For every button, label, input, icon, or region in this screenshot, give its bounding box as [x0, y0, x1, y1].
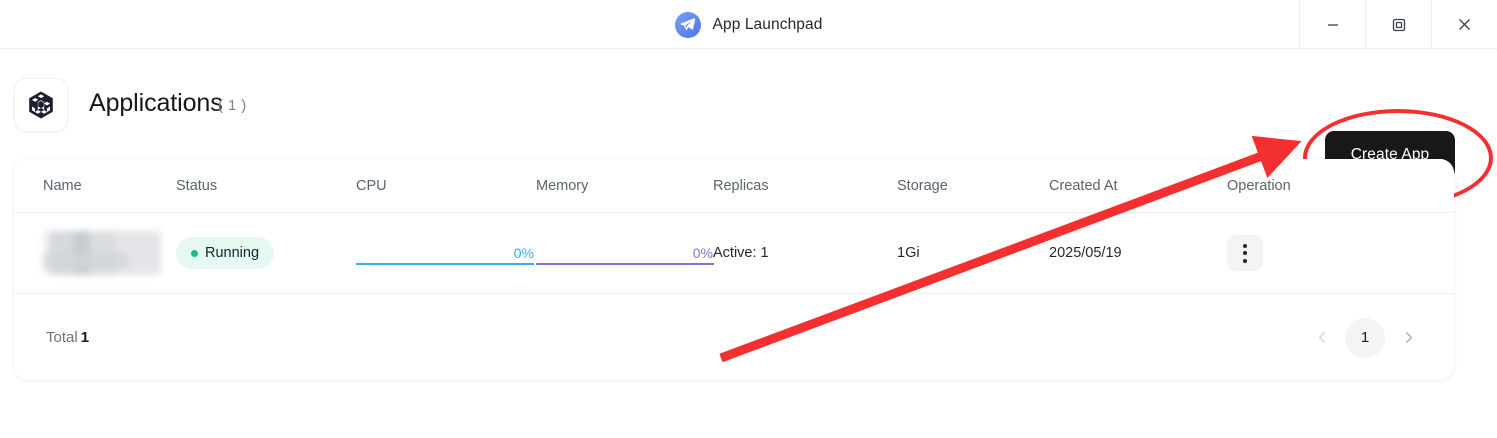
chevron-left-icon[interactable]	[1305, 321, 1339, 355]
cell-replicas: Active: 1	[713, 245, 769, 261]
chevron-right-icon[interactable]	[1391, 321, 1425, 355]
column-header-name: Name	[43, 177, 82, 194]
kebab-dot-2	[1243, 251, 1247, 255]
memory-value: 0%	[692, 245, 713, 261]
cell-status: Running	[176, 237, 356, 269]
memory-sparkline: 0%	[536, 233, 714, 273]
status-badge: Running	[176, 237, 275, 269]
kebab-dot-3	[1243, 258, 1247, 263]
paper-plane-icon	[674, 11, 701, 38]
table-header-row: Name Status CPU Memory Replicas Storage …	[14, 159, 1454, 213]
window-titlebar: App Launchpad	[0, 0, 1497, 49]
applications-table-card: Name Status CPU Memory Replicas Storage …	[14, 159, 1454, 380]
window-title: App Launchpad	[712, 15, 823, 33]
cell-created-at: 2025/05/19	[1049, 245, 1122, 261]
column-header-replicas: Replicas	[713, 177, 769, 194]
total-value: 1	[80, 329, 90, 346]
minimize-button[interactable]	[1299, 0, 1365, 49]
kebab-dot-1	[1243, 243, 1247, 248]
column-header-memory: Memory	[536, 177, 589, 194]
pagination: 1	[1305, 317, 1425, 358]
cpu-value: 0%	[513, 245, 534, 261]
cell-app-name	[14, 231, 176, 275]
table-footer: Total 1 1	[14, 294, 1454, 380]
window-controls	[1299, 0, 1497, 49]
cell-storage: 1Gi	[897, 245, 920, 261]
table-row[interactable]: Running 0% 0% Active: 1 1Gi 2025/05/19	[14, 213, 1454, 294]
total-count: Total 1	[46, 329, 89, 346]
page-header: Applications ( 1 ) Create App	[0, 49, 1497, 207]
memory-sparkline-line	[536, 263, 714, 265]
status-label: Running	[205, 245, 260, 261]
column-header-status: Status	[176, 177, 218, 194]
cell-memory: 0%	[536, 233, 714, 273]
maximize-button[interactable]	[1365, 0, 1431, 49]
titlebar-title-group: App Launchpad	[0, 0, 1497, 49]
cpu-sparkline-line	[356, 263, 534, 265]
redacted-app-name	[43, 231, 161, 275]
status-dot-icon	[191, 249, 198, 257]
kebab-menu-icon[interactable]	[1227, 235, 1263, 271]
cell-cpu: 0%	[356, 233, 536, 273]
cpu-sparkline: 0%	[356, 233, 534, 273]
cell-operation	[1227, 235, 1427, 271]
page-title: Applications	[89, 89, 223, 117]
column-header-storage: Storage	[897, 177, 948, 194]
pagination-page-1[interactable]: 1	[1345, 317, 1385, 358]
column-header-cpu: CPU	[356, 177, 387, 194]
column-header-created-at: Created At	[1049, 177, 1118, 194]
hexagon-gem-icon	[14, 78, 68, 132]
total-label: Total	[46, 329, 78, 346]
close-button[interactable]	[1431, 0, 1497, 49]
page-title-count: ( 1 )	[218, 97, 247, 114]
column-header-operation: Operation	[1227, 177, 1291, 194]
